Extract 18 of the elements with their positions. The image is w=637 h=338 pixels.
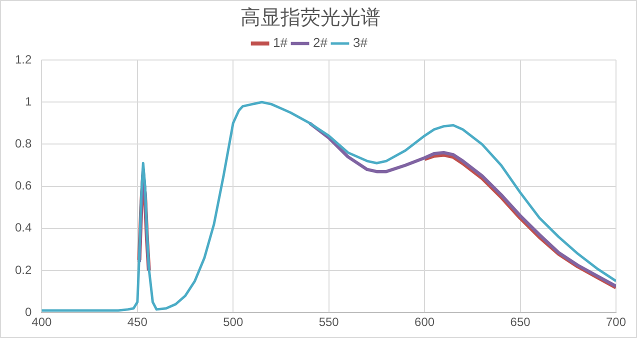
x-tick-label: 700 (606, 315, 626, 330)
x-tick-label: 400 (32, 315, 52, 330)
x-tick-label: 600 (414, 315, 435, 330)
y-tick-label: 0.6 (14, 178, 32, 193)
x-tick-label: 450 (127, 315, 148, 330)
legend-label: 2# (313, 35, 328, 50)
x-tick-label: 650 (510, 315, 531, 330)
y-tick-label: 1 (24, 94, 32, 108)
y-tick-label: 0.2 (14, 262, 32, 277)
y-tick-label: 1.2 (14, 52, 32, 66)
x-tick-label: 500 (223, 315, 244, 330)
legend-label: 1# (273, 35, 288, 50)
y-tick-label: 0.8 (14, 136, 32, 151)
x-tick-label: 550 (318, 315, 340, 330)
chart-title: 高显指荧光光谱 (240, 5, 380, 30)
legend-label: 3# (352, 35, 368, 50)
y-tick-label: 0 (24, 304, 32, 319)
y-tick-label: 0.4 (14, 220, 32, 235)
